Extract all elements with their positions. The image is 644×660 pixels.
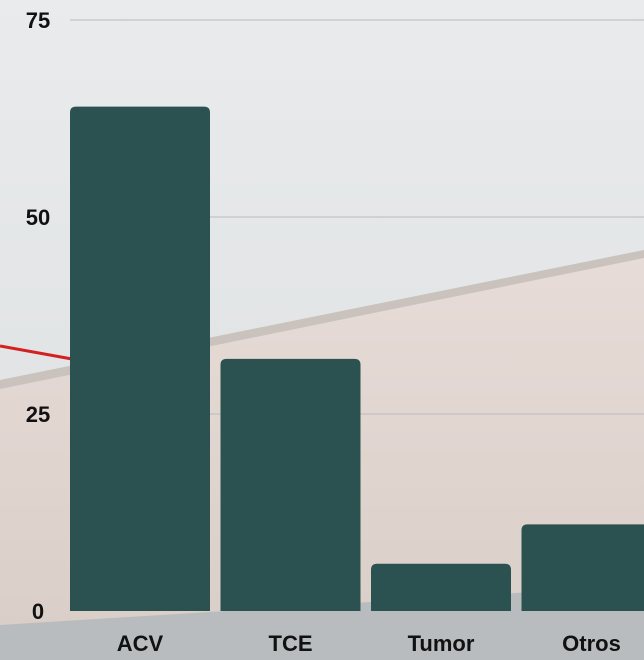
y-tick-label: 75 (26, 8, 50, 33)
x-tick-label: Otros (562, 631, 621, 656)
bar (371, 564, 511, 611)
chart: 0 25 50 75 ACV TCE Tumor Otros (0, 0, 644, 660)
x-tick-label: ACV (117, 631, 164, 656)
x-tick-label: Tumor (408, 631, 475, 656)
bar (221, 359, 361, 611)
x-tick-label: TCE (269, 631, 313, 656)
y-tick-label: 50 (26, 205, 50, 230)
y-tick-label: 25 (26, 402, 50, 427)
bar (70, 107, 210, 611)
y-tick-label: 0 (32, 599, 44, 624)
bar (522, 524, 644, 611)
